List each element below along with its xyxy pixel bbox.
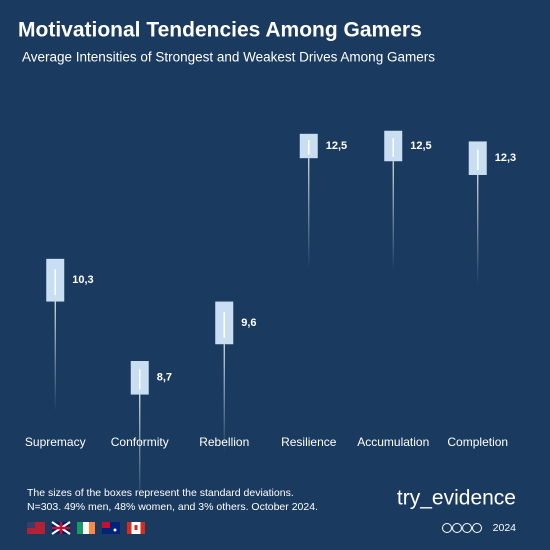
- x-tick-label: Resilience: [281, 435, 337, 449]
- flags: [27, 521, 145, 535]
- footnote: N=303. 49% men, 48% women, and 3% others…: [27, 501, 318, 513]
- stem: [477, 174, 479, 285]
- footnote: The sizes of the boxes represent the sta…: [27, 487, 294, 499]
- stem: [139, 394, 141, 505]
- stem: [54, 301, 56, 412]
- value-label: 12,5: [326, 140, 347, 152]
- value-label: 12,5: [410, 140, 431, 152]
- x-tick-label: Supremacy: [25, 435, 86, 449]
- value-label: 8,7: [157, 372, 172, 384]
- x-tick-label: Accumulation: [357, 435, 429, 449]
- chart-subtitle: Average Intensities of Strongest and Wea…: [22, 50, 435, 65]
- brand: try_evidence: [397, 487, 516, 510]
- year: 2024: [493, 522, 517, 534]
- value-label: 12,3: [495, 152, 516, 164]
- value-label: 9,6: [241, 317, 256, 329]
- stem: [308, 158, 310, 269]
- chart-title: Motivational Tendencies Among Gamers: [18, 19, 422, 42]
- stem: [392, 161, 394, 272]
- x-tick-label: Completion: [447, 435, 508, 449]
- value-label: 10,3: [72, 274, 93, 286]
- license-icons: [442, 523, 482, 533]
- stem: [223, 344, 225, 455]
